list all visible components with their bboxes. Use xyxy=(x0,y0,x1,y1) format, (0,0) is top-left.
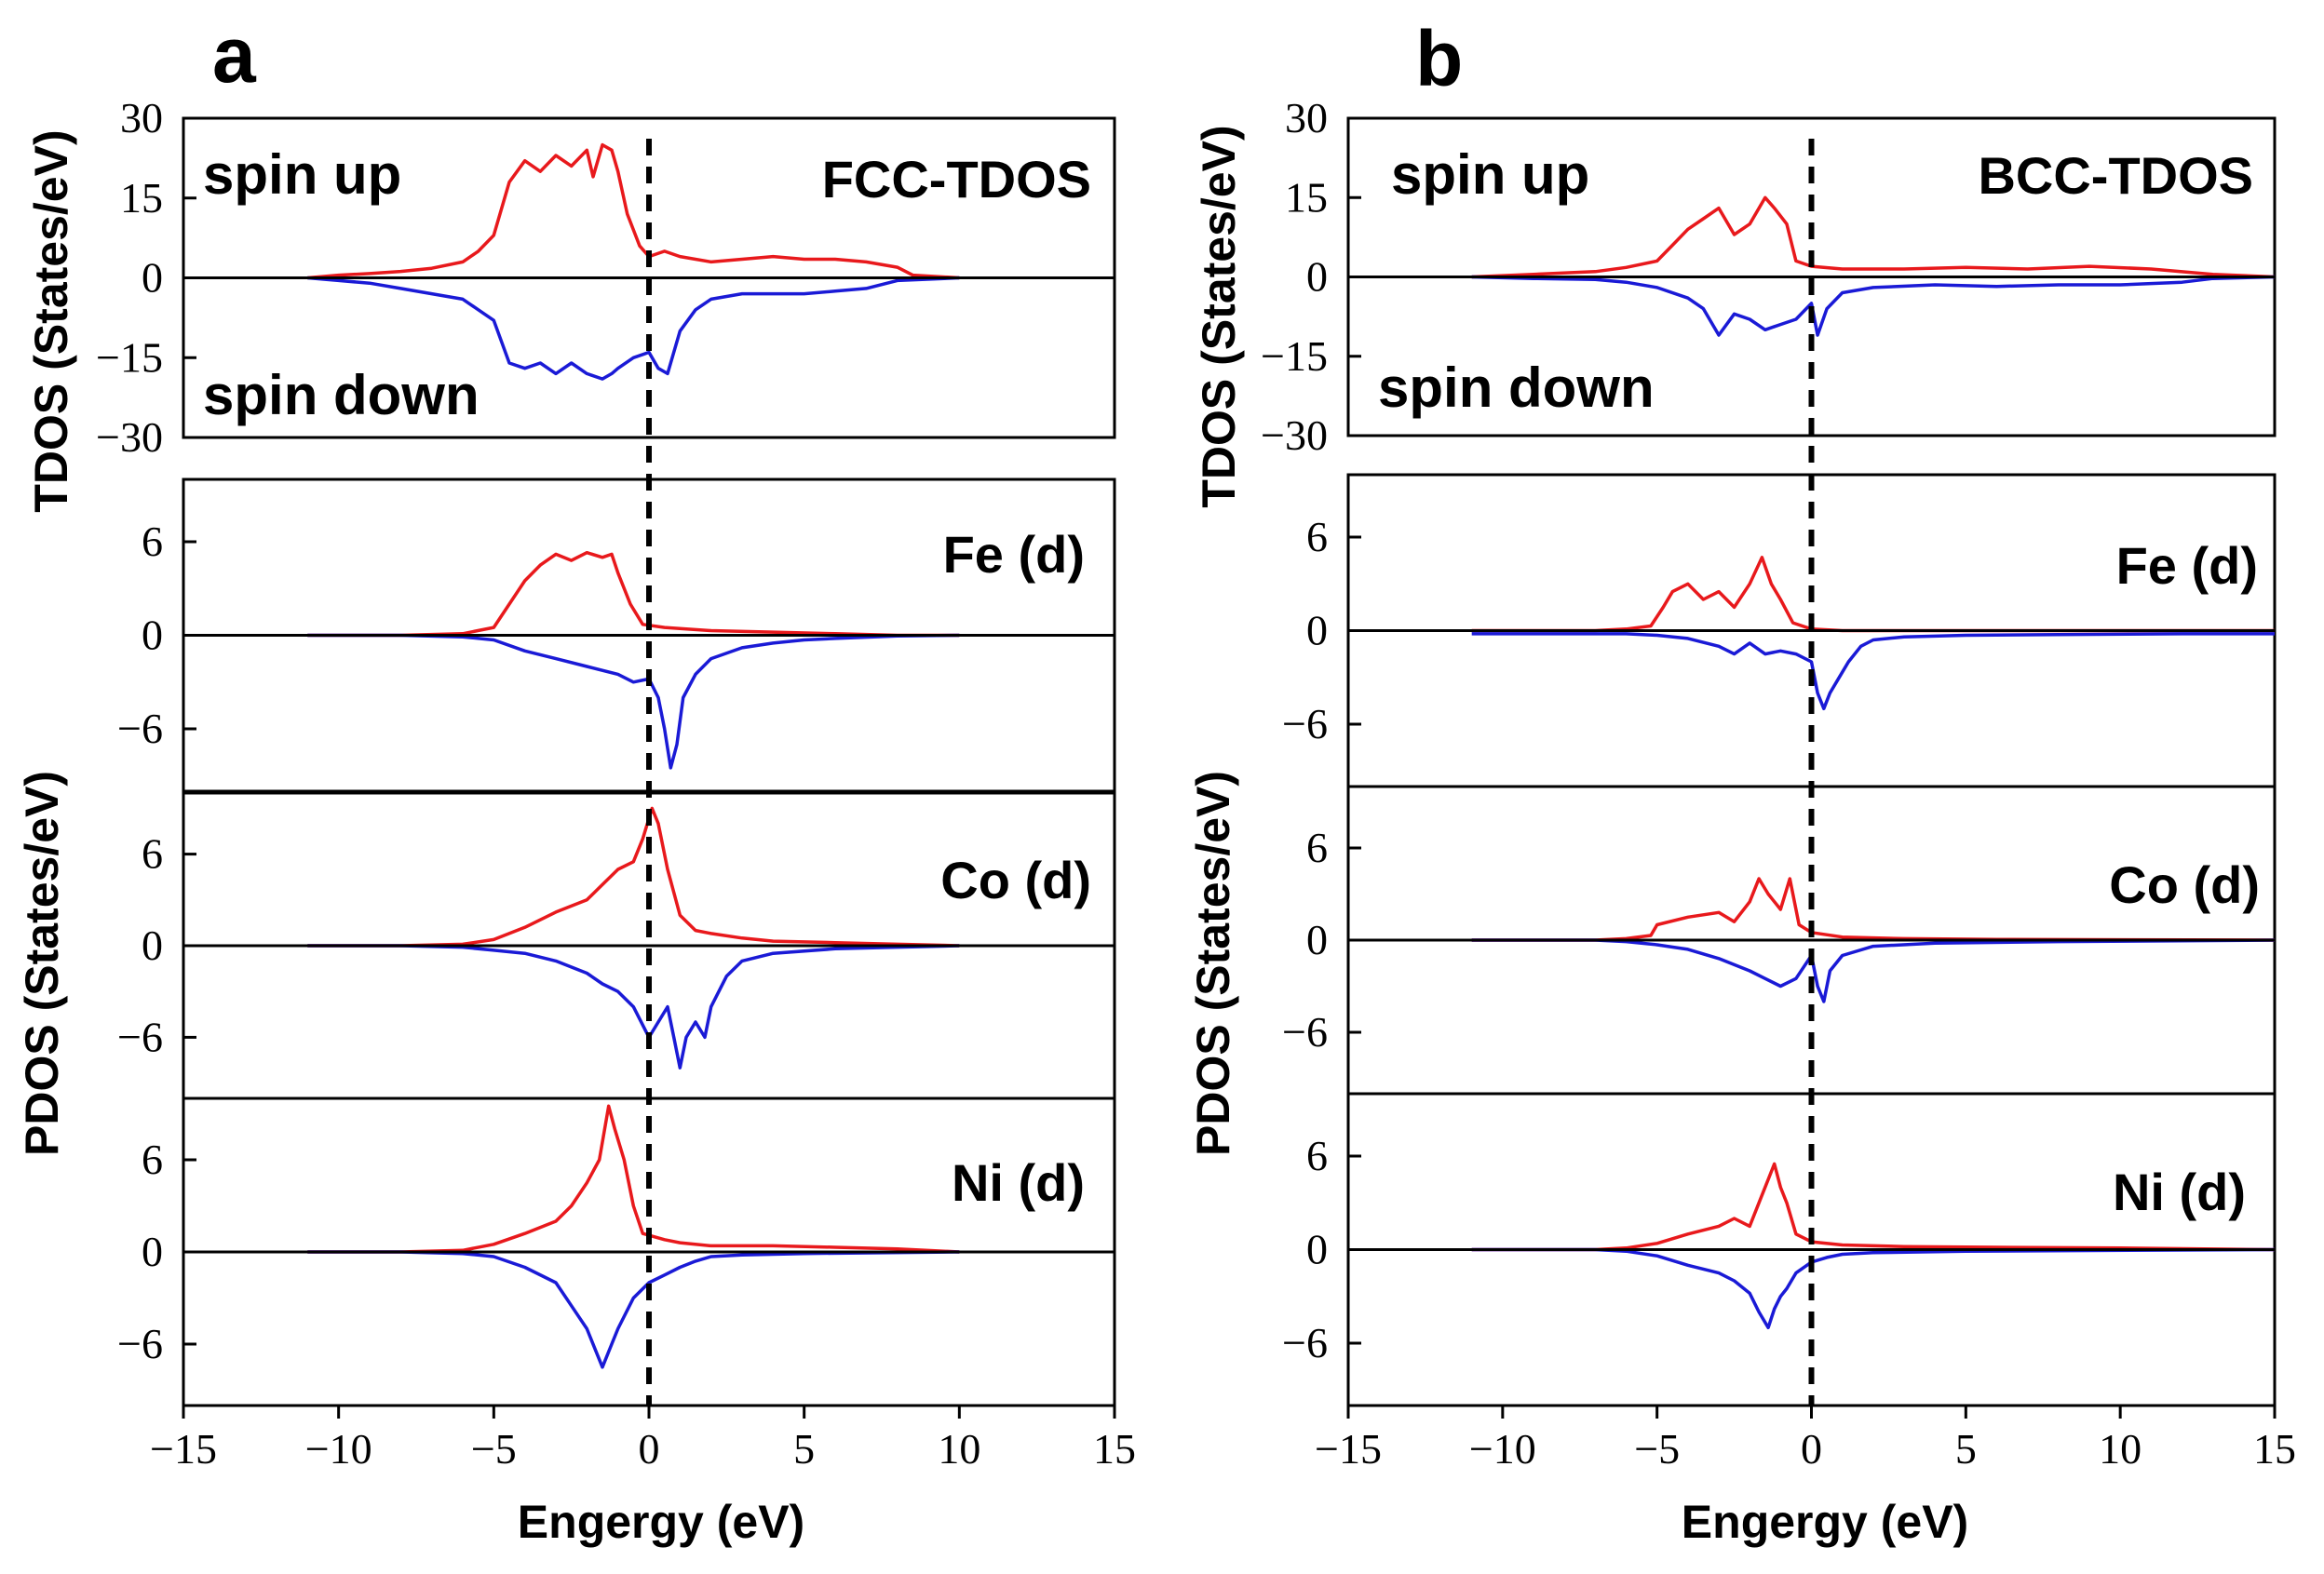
panel-b-sub0-ytick-label-1: 15 xyxy=(1285,173,1328,221)
panel-b-sub0-series-spin-up xyxy=(1471,195,2276,279)
panel-b-sub2-ytick-label-0: 6 xyxy=(1306,824,1328,871)
panel-b-sub-label-0: BCC-TDOS xyxy=(1978,146,2253,205)
panel-a-sub0-ytick-label-4: −30 xyxy=(96,413,163,461)
panel-a-sub-label-0: FCC-TDOS xyxy=(822,150,1091,209)
panel-a-sub2-ytick-label-1: 0 xyxy=(142,922,163,969)
panel-a-sub1-ytick-label-1: 0 xyxy=(142,612,163,659)
panel-a-sub0-series-spin-up xyxy=(307,142,960,280)
panel-a-xtick-label-1: −10 xyxy=(305,1425,372,1473)
panel-a-tdos-ylabel: TDOS (States/eV) xyxy=(25,129,77,512)
panel-a-sub0-ytick-label-3: −15 xyxy=(96,333,163,381)
panel-b-sub2-ytick-label-2: −6 xyxy=(1282,1008,1328,1056)
panel-a-sub1-ytick-label-0: 6 xyxy=(142,518,163,565)
panel-a-xtick-label-2: −5 xyxy=(471,1425,517,1473)
panel-a-sub3-ytick-label-1: 0 xyxy=(142,1228,163,1275)
panel-b-sub3-series-spin-down xyxy=(1471,1247,2276,1330)
panel-a-sub3-ytick-label-0: 6 xyxy=(142,1136,163,1183)
panel-b-xtick-label-2: −5 xyxy=(1634,1425,1680,1473)
panel-b-sub3-ytick-label-1: 0 xyxy=(1306,1226,1328,1273)
panel-a-sub0-ytick-label-0: 30 xyxy=(120,94,163,141)
panel-b-label: b xyxy=(1415,15,1463,102)
panel-a-sub0-ytick-label-1: 15 xyxy=(120,174,163,222)
panel-b-spin-down-label: spin down xyxy=(1378,357,1655,419)
panel-a-sub2-ytick-label-2: −6 xyxy=(117,1013,163,1060)
panel-a-sub3-series-spin-down xyxy=(307,1250,960,1369)
panel-a-sub3-ytick-label-2: −6 xyxy=(117,1320,163,1367)
panel-b-xtick-label-5: 10 xyxy=(2099,1425,2142,1473)
panel-b-sub3-ytick-label-0: 6 xyxy=(1306,1132,1328,1179)
panel-b-xtick-label-0: −15 xyxy=(1315,1425,1382,1473)
panel-b-pdos-ylabel: PDOS (States/eV) xyxy=(1187,771,1239,1156)
panel-b-xtick-label-3: 0 xyxy=(1801,1425,1822,1473)
panel-b-xtick-label-4: 5 xyxy=(1955,1425,1977,1473)
panel-a-sub3-series-spin-up xyxy=(307,1104,960,1254)
panel-a-xtick-label-5: 10 xyxy=(938,1425,980,1473)
panel-b-sub1-ytick-label-2: −6 xyxy=(1282,700,1328,747)
panel-a-xtick-label-6: 15 xyxy=(1093,1425,1136,1473)
panel-a-sub0-ytick-label-2: 0 xyxy=(142,254,163,302)
panel-b-sub3-series-spin-up xyxy=(1471,1162,2276,1252)
panel-b-sub1-series-spin-down xyxy=(1471,632,2275,711)
panel-a-sub1-ytick-label-2: −6 xyxy=(117,705,163,752)
panel-b-xtick-label-1: −10 xyxy=(1469,1425,1536,1473)
panel-a-sub2-series-spin-down xyxy=(307,944,960,1070)
panel-a-pdos-ylabel: PDOS (States/eV) xyxy=(16,771,68,1156)
panel-a-sub2-series-spin-up xyxy=(307,806,960,948)
panel-b-sub0-ytick-label-3: −15 xyxy=(1261,332,1328,380)
panel-b-sub0-ytick-label-2: 0 xyxy=(1306,253,1328,301)
panel-a-sub1-series-spin-down xyxy=(307,633,960,770)
panel-b-spin-up-label: spin up xyxy=(1391,143,1589,206)
panel-a-spin-up-label: spin up xyxy=(203,143,401,206)
panel-a-sub-label-3: Ni (d) xyxy=(952,1153,1085,1212)
panel-b-sub-label-3: Ni (d) xyxy=(2113,1163,2246,1221)
panel-a-sub1-series-spin-up xyxy=(307,550,960,638)
panel-b-sub0-series-spin-down xyxy=(1471,275,2276,337)
panel-a-sub2-ytick-label-0: 6 xyxy=(142,830,163,878)
panel-a-sub-label-2: Co (d) xyxy=(940,851,1091,909)
panel-b-sub0-ytick-label-0: 30 xyxy=(1285,94,1328,141)
plot-layer: 30 15 0 −15 −30 6 0 −6 6 0 −6 6 0 −6 −15 −10 −5 0 5 10 15 30 1… xyxy=(96,94,2296,1473)
panel-b-sub1-series-spin-up xyxy=(1471,556,2275,633)
panel-b-sub2-ytick-label-1: 0 xyxy=(1306,916,1328,963)
panel-a-sub-label-1: Fe (d) xyxy=(943,525,1085,584)
panel-a-sub0-series-spin-down xyxy=(307,276,960,381)
panel-a-xlabel: Engergy (eV) xyxy=(518,1496,804,1548)
panel-b-xlabel: Engergy (eV) xyxy=(1682,1496,1968,1548)
panel-b-sub2-series-spin-up xyxy=(1471,877,2276,942)
panel-b-sub2-series-spin-down xyxy=(1471,938,2276,1003)
panel-a-xtick-label-3: 0 xyxy=(639,1425,660,1473)
panel-b-sub0-ytick-label-4: −30 xyxy=(1261,411,1328,459)
panel-b-tdos-ylabel: TDOS (States/eV) xyxy=(1193,125,1245,507)
panel-a-label: a xyxy=(212,11,257,99)
panel-a-xtick-label-4: 5 xyxy=(793,1425,815,1473)
panel-b-sub-label-1: Fe (d) xyxy=(2116,536,2258,595)
panel-b-sub3-ytick-label-2: −6 xyxy=(1282,1319,1328,1366)
panel-b-sub1-ytick-label-0: 6 xyxy=(1306,513,1328,560)
panel-a-spin-down-label: spin down xyxy=(203,364,480,426)
panel-b-sub1-ytick-label-1: 0 xyxy=(1306,607,1328,654)
panel-b-xtick-label-6: 15 xyxy=(2253,1425,2296,1473)
panel-b-sub-label-2: Co (d) xyxy=(2109,855,2260,914)
panel-a-xtick-label-0: −15 xyxy=(150,1425,217,1473)
